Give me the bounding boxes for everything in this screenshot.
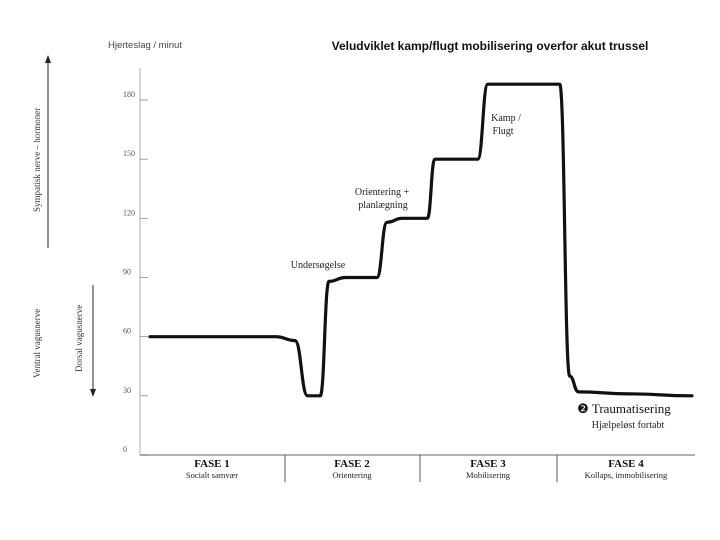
arrow-up-head xyxy=(45,55,51,63)
y-axis-label: Hjerteslag / minut xyxy=(108,40,182,51)
annotation-orientering-line2: planlægning xyxy=(358,200,407,211)
phase-1-subtitle: Socialt samvær xyxy=(186,470,238,480)
sympathetic-label: Sympatisk nerve – hormoner xyxy=(32,108,42,212)
phase-2-subtitle: Orientering xyxy=(332,470,372,480)
phase-bar: FASE 1 Socialt samvær FASE 2 Orientering… xyxy=(140,454,695,482)
arrow-down-head xyxy=(90,389,96,397)
y-tick-label: 30 xyxy=(123,386,131,395)
ventral-label: Ventral vagusnerve xyxy=(32,309,42,378)
chart-title: Veludviklet kamp/flugt mobilisering over… xyxy=(332,39,649,53)
phase-2-title: FASE 2 xyxy=(334,458,370,470)
annotation-hjaelpelost: Hjælpeløst fortabt xyxy=(592,420,665,431)
y-axis-ticks: 0 30 60 90 120 150 180 xyxy=(123,90,148,456)
annotation-kamp-line1: Kamp / xyxy=(491,113,521,124)
phase-3-subtitle: Mobilisering xyxy=(466,470,511,480)
y-tick-label: 120 xyxy=(123,208,135,217)
y-tick-label: 180 xyxy=(123,90,135,99)
annotation-undersogelse: Undersøgelse xyxy=(291,260,346,271)
annotation-traumatisering: ❷ Traumatisering xyxy=(577,401,671,416)
side-annotations: Sympatisk nerve – hormoner Ventral vagus… xyxy=(32,55,96,397)
dorsal-label: Dorsal vagusnerve xyxy=(74,305,84,372)
annotation-kamp-line2: Flugt xyxy=(492,126,513,137)
y-tick-label: 90 xyxy=(123,268,131,277)
phase-3-title: FASE 3 xyxy=(470,458,506,470)
annotation-orientering-line1: Orientering + xyxy=(355,187,410,198)
y-tick-label: 0 xyxy=(123,445,127,454)
y-tick-label: 60 xyxy=(123,327,131,336)
heart-rate-line xyxy=(148,82,694,398)
phase-1-title: FASE 1 xyxy=(194,458,230,470)
phase-4-title: FASE 4 xyxy=(608,458,644,470)
phase-4-subtitle: Kollaps, immobilisering xyxy=(585,470,668,480)
y-tick-label: 150 xyxy=(123,149,135,158)
